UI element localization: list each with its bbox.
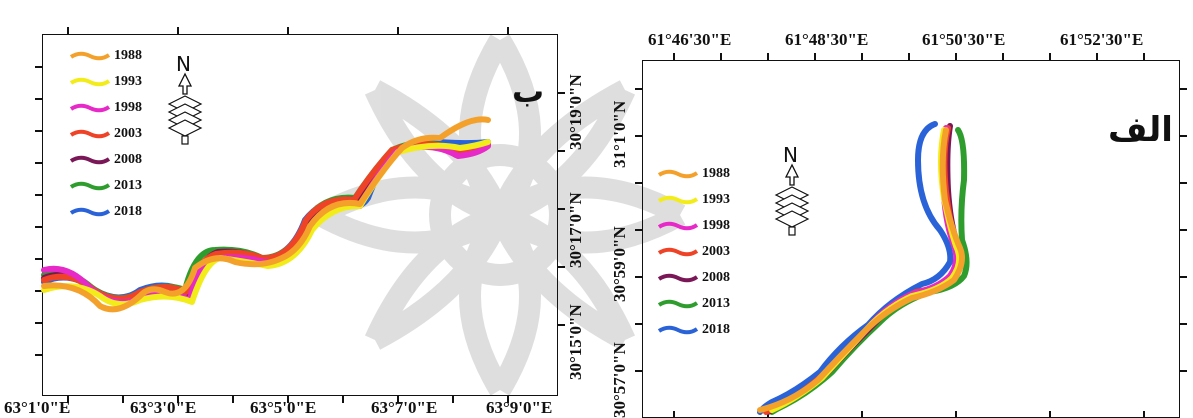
track-2018 bbox=[41, 137, 491, 301]
legend-item: 1993 bbox=[658, 192, 730, 208]
legend-item: 1998 bbox=[70, 100, 142, 116]
right-x-tick-label: 61°52'30"E bbox=[1060, 30, 1144, 49]
legend-item: 2013 bbox=[70, 178, 142, 194]
north-arrow-icon: N bbox=[165, 52, 205, 147]
track-1998 bbox=[41, 143, 491, 306]
legend-item: 1993 bbox=[70, 74, 142, 90]
track-2013 bbox=[769, 127, 970, 415]
left-x-tick-label: 63°1'0"E bbox=[4, 398, 71, 417]
track-1988 bbox=[41, 116, 491, 313]
left-x-tick-label: 63°9'0"E bbox=[486, 398, 553, 417]
legend-item: 2003 bbox=[70, 126, 142, 142]
track-2003 bbox=[41, 141, 491, 302]
track-1993 bbox=[41, 139, 491, 308]
legend-item: 1988 bbox=[658, 166, 730, 182]
left-x-tick-label: 63°3'0"E bbox=[130, 398, 197, 417]
right-x-tick-label: 61°50'30"E bbox=[922, 30, 1006, 49]
legend-item: 2003 bbox=[658, 244, 730, 260]
right-panel-title: الف bbox=[1108, 110, 1173, 150]
left-panel-title: ب bbox=[512, 72, 545, 110]
track-2018 bbox=[757, 121, 954, 415]
legend-item: 1998 bbox=[658, 218, 730, 234]
legend-item: 2008 bbox=[70, 152, 142, 168]
right-river-tracks bbox=[757, 121, 970, 415]
track-2008 bbox=[765, 123, 962, 415]
left-x-tick-label: 63°5'0"E bbox=[250, 398, 317, 417]
track-2008 bbox=[41, 141, 491, 303]
track-2003 bbox=[763, 125, 960, 415]
north-arrow-icon: N bbox=[772, 143, 812, 243]
legend-item: 2018 bbox=[658, 322, 730, 338]
legend-item: 2018 bbox=[70, 204, 142, 220]
left-x-tick-label: 63°7'0"E bbox=[371, 398, 438, 417]
track-2013 bbox=[41, 139, 491, 301]
left-map-panel: 63°1'0"E 63°3'0"E 63°5'0"E 63°7'0"E 63°9… bbox=[4, 27, 585, 417]
track-1993 bbox=[769, 127, 963, 413]
right-x-tick-label: 61°46'30"E bbox=[648, 30, 732, 49]
right-map-panel: 61°46'30"E 61°48'30"E 61°50'30"E 61°52'3… bbox=[600, 0, 1193, 418]
left-river-tracks bbox=[41, 116, 491, 313]
track-1988 bbox=[757, 127, 965, 413]
track-1998 bbox=[773, 125, 960, 411]
legend-item: 1988 bbox=[70, 48, 142, 64]
left-map-frame bbox=[42, 34, 558, 396]
legend-item: 2008 bbox=[658, 270, 730, 286]
legend-item: 2013 bbox=[658, 296, 730, 312]
right-x-tick-label: 61°48'30"E bbox=[785, 30, 869, 49]
